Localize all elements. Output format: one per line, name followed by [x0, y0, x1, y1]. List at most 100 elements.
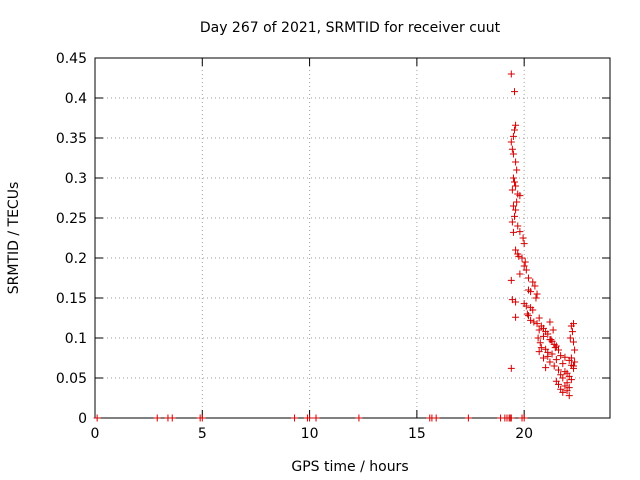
data-point [523, 310, 531, 318]
data-point [511, 212, 519, 220]
data-point [198, 414, 206, 422]
data-point [563, 387, 571, 395]
data-point [559, 360, 567, 368]
data-point [555, 380, 562, 388]
y-tick-label: 0.35 [56, 131, 87, 147]
data-point [312, 414, 320, 422]
data-point [516, 270, 524, 278]
data-point [511, 88, 519, 96]
data-point [531, 282, 539, 290]
data-point [509, 174, 517, 182]
data-point [509, 150, 517, 158]
data-point [306, 414, 314, 422]
data-point [509, 202, 517, 210]
data-point [570, 338, 578, 346]
x-axis-title: GPS time / hours [291, 459, 408, 475]
y-tick-label: 0.1 [65, 331, 87, 347]
y-tick-label: 0.3 [65, 171, 87, 187]
data-point [557, 352, 565, 360]
data-point [529, 278, 537, 286]
y-tick-label: 0 [78, 411, 87, 427]
data-point [535, 326, 543, 334]
y-axis-title: SRMTID / TECUs [6, 182, 22, 295]
data-point [542, 364, 550, 372]
data-point [535, 348, 543, 356]
data-point [536, 339, 544, 347]
data-point [507, 70, 515, 78]
data-point [509, 132, 517, 140]
data-point [549, 326, 557, 334]
data-point [530, 318, 538, 326]
data-point [547, 336, 555, 344]
data-point [520, 414, 528, 422]
data-point [552, 342, 560, 350]
data-point [512, 158, 520, 166]
data-point [567, 354, 575, 362]
y-tick-label: 0.4 [65, 91, 87, 107]
data-point [512, 313, 520, 321]
data-point [514, 222, 522, 230]
data-point [552, 356, 560, 364]
data-point [520, 262, 528, 270]
y-tick-label: 0.45 [56, 51, 87, 67]
data-point [529, 306, 537, 314]
data-point [512, 121, 520, 129]
data-point [537, 344, 545, 352]
data-point [432, 414, 440, 422]
data-point [559, 374, 567, 382]
y-tick-label: 0.05 [56, 371, 87, 387]
data-point [512, 206, 520, 214]
data-point [508, 145, 516, 153]
axis-ticks [94, 57, 610, 419]
tick-labels: 0 0.05 0.1 0.15 0.2 0.25 0.3 0.35 0.4 0.45 0 5 10 15 2… [56, 51, 533, 442]
data-point [535, 314, 543, 322]
plot-area-frame [94, 57, 611, 419]
data-point [522, 302, 530, 310]
data-point [515, 252, 523, 260]
data-point [512, 182, 520, 190]
grid-lines [95, 58, 610, 418]
data-point [571, 346, 579, 354]
data-point [513, 166, 521, 174]
data-point [533, 290, 541, 298]
data-point [464, 414, 472, 422]
data-point [534, 334, 542, 342]
x-tick-label: 15 [408, 426, 426, 442]
data-point [570, 362, 578, 370]
data-point [291, 414, 299, 422]
data-point [546, 358, 554, 366]
data-point [507, 138, 515, 146]
data-point [93, 414, 101, 422]
chart-title: Day 267 of 2021, SRMTID for receiver cuu… [200, 20, 501, 36]
data-point [567, 376, 575, 384]
data-point [513, 198, 521, 206]
data-point [550, 362, 558, 370]
data-point [507, 364, 515, 372]
data-point [512, 298, 520, 306]
y-tick-label: 0.15 [56, 291, 87, 307]
data-point [518, 254, 526, 262]
data-point [527, 288, 535, 296]
data-point [533, 320, 541, 328]
data-point [168, 414, 176, 422]
x-tick-label: 5 [198, 426, 207, 442]
data-point [512, 246, 520, 254]
data-point [561, 382, 569, 390]
data-point [568, 328, 576, 336]
data-point [544, 352, 552, 360]
data-point [539, 354, 547, 362]
data-point [511, 178, 519, 186]
x-tick-label: 10 [301, 426, 319, 442]
data-point [516, 192, 524, 200]
data-point [539, 332, 547, 340]
data-point [544, 330, 552, 338]
data-point [507, 414, 515, 422]
data-point [524, 312, 532, 320]
data-point [521, 258, 529, 266]
data-point [519, 234, 527, 242]
y-tick-label: 0.25 [56, 211, 87, 227]
data-point [509, 228, 517, 236]
data-point [532, 294, 540, 302]
data-point [559, 388, 567, 396]
